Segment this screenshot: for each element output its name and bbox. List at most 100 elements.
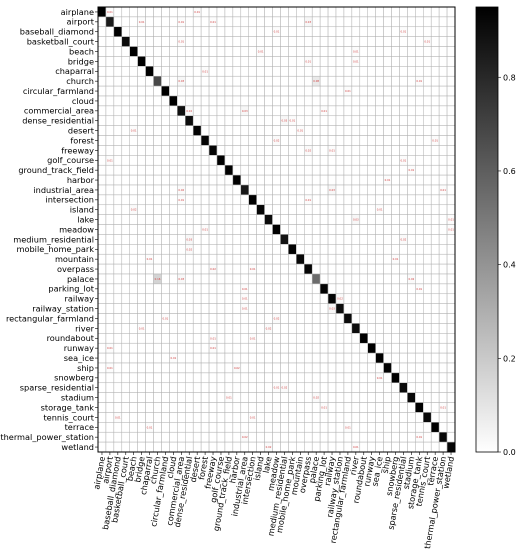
heatmap-cell xyxy=(121,352,130,364)
heatmap-cell xyxy=(200,184,210,196)
heatmap-cell xyxy=(105,392,115,403)
heatmap-cell xyxy=(367,303,376,314)
heatmap-cell xyxy=(185,441,194,453)
heatmap-cell xyxy=(311,16,321,28)
heatmap-cell xyxy=(304,174,313,186)
heatmap-cell xyxy=(399,253,408,265)
heatmap-cell xyxy=(113,155,123,166)
heatmap-cell xyxy=(367,362,376,374)
heatmap-cell xyxy=(367,174,376,186)
heatmap-cell xyxy=(240,95,249,107)
heatmap-cell xyxy=(232,412,242,423)
heatmap-cell xyxy=(319,66,329,77)
heatmap-cell xyxy=(248,85,257,97)
heatmap-cell xyxy=(383,46,392,57)
heatmap-cell xyxy=(129,382,138,393)
heatmap-cell xyxy=(311,145,321,156)
heatmap-cell xyxy=(407,85,416,97)
heatmap-cell xyxy=(319,253,329,265)
heatmap-cell xyxy=(335,36,345,47)
heatmap-cell xyxy=(240,36,249,47)
heatmap-cell xyxy=(121,75,130,87)
heatmap-cell xyxy=(256,441,265,453)
heatmap-cell xyxy=(335,214,345,225)
cell-value-label: 0.01 xyxy=(210,20,216,24)
heatmap-cell xyxy=(137,26,146,37)
heatmap-cell xyxy=(121,333,130,344)
heatmap-cell xyxy=(343,362,353,374)
heatmap-cell xyxy=(375,382,384,393)
heatmap-cell xyxy=(129,273,138,285)
heatmap-cell xyxy=(288,392,297,403)
heatmap-cell xyxy=(351,36,361,47)
heatmap-cell xyxy=(430,412,440,423)
row-label: terrace xyxy=(65,422,94,432)
heatmap-cell xyxy=(296,214,305,225)
heatmap-cell xyxy=(391,293,400,304)
heatmap-cell xyxy=(399,422,408,433)
heatmap-cell xyxy=(248,46,257,57)
heatmap-cell xyxy=(367,105,376,117)
heatmap-cell xyxy=(296,56,305,67)
heatmap-cell xyxy=(391,145,400,156)
heatmap-cell xyxy=(280,6,289,18)
heatmap-cell xyxy=(264,333,273,344)
heatmap-cell xyxy=(272,56,281,67)
heatmap-cell xyxy=(335,115,345,126)
heatmap-cell xyxy=(216,244,226,255)
heatmap-cell xyxy=(311,313,321,324)
heatmap-cell xyxy=(232,234,242,245)
heatmap-cell xyxy=(153,303,162,314)
heatmap-cell xyxy=(351,164,361,176)
heatmap-cell xyxy=(137,115,146,126)
heatmap-cell xyxy=(272,431,281,443)
heatmap-cell xyxy=(343,313,353,324)
heatmap-cell xyxy=(399,204,408,215)
heatmap-cell xyxy=(224,184,234,196)
heatmap-cell xyxy=(192,36,202,47)
heatmap-cell xyxy=(430,194,440,206)
heatmap-cell xyxy=(232,194,242,206)
heatmap-cell xyxy=(264,362,273,374)
heatmap-cell xyxy=(200,105,210,117)
heatmap-cell xyxy=(113,313,123,324)
heatmap-cell xyxy=(161,56,170,67)
heatmap-cell xyxy=(105,303,115,314)
heatmap-cell xyxy=(224,204,234,215)
heatmap-cell xyxy=(327,85,337,97)
heatmap-cell xyxy=(351,382,361,393)
heatmap-cell xyxy=(264,125,273,136)
heatmap-cell xyxy=(391,303,400,314)
heatmap-cell xyxy=(192,422,202,433)
heatmap-cell xyxy=(415,6,424,18)
heatmap-cell xyxy=(343,36,353,47)
heatmap-cell xyxy=(185,204,194,215)
heatmap-cell xyxy=(240,253,249,265)
heatmap-cell xyxy=(375,16,384,28)
heatmap-cell xyxy=(272,184,281,196)
heatmap-cell xyxy=(264,66,273,77)
heatmap-cell xyxy=(296,362,305,374)
heatmap-cell xyxy=(232,75,242,87)
heatmap-cell xyxy=(200,372,210,384)
heatmap-cell xyxy=(296,66,305,77)
heatmap-cell xyxy=(121,293,130,304)
heatmap-cell xyxy=(129,263,138,275)
heatmap-cell xyxy=(153,342,162,354)
heatmap-cell xyxy=(185,412,194,423)
heatmap-cell xyxy=(121,303,130,314)
heatmap-cell xyxy=(192,431,202,443)
heatmap-cell xyxy=(192,56,202,67)
cell-value-label: 0.01 xyxy=(416,435,422,439)
cell-value-label: 0.01 xyxy=(432,139,438,143)
heatmap-cell xyxy=(153,333,162,344)
heatmap-cell xyxy=(161,234,170,245)
heatmap-cell xyxy=(288,333,297,344)
heatmap-cell xyxy=(327,75,337,87)
heatmap-cell xyxy=(383,263,392,275)
heatmap-cell xyxy=(304,204,313,215)
cell-value-label: 0.03 xyxy=(178,79,184,83)
heatmap-cell xyxy=(311,26,321,37)
heatmap-cell xyxy=(359,402,368,413)
heatmap-cell xyxy=(113,6,123,18)
